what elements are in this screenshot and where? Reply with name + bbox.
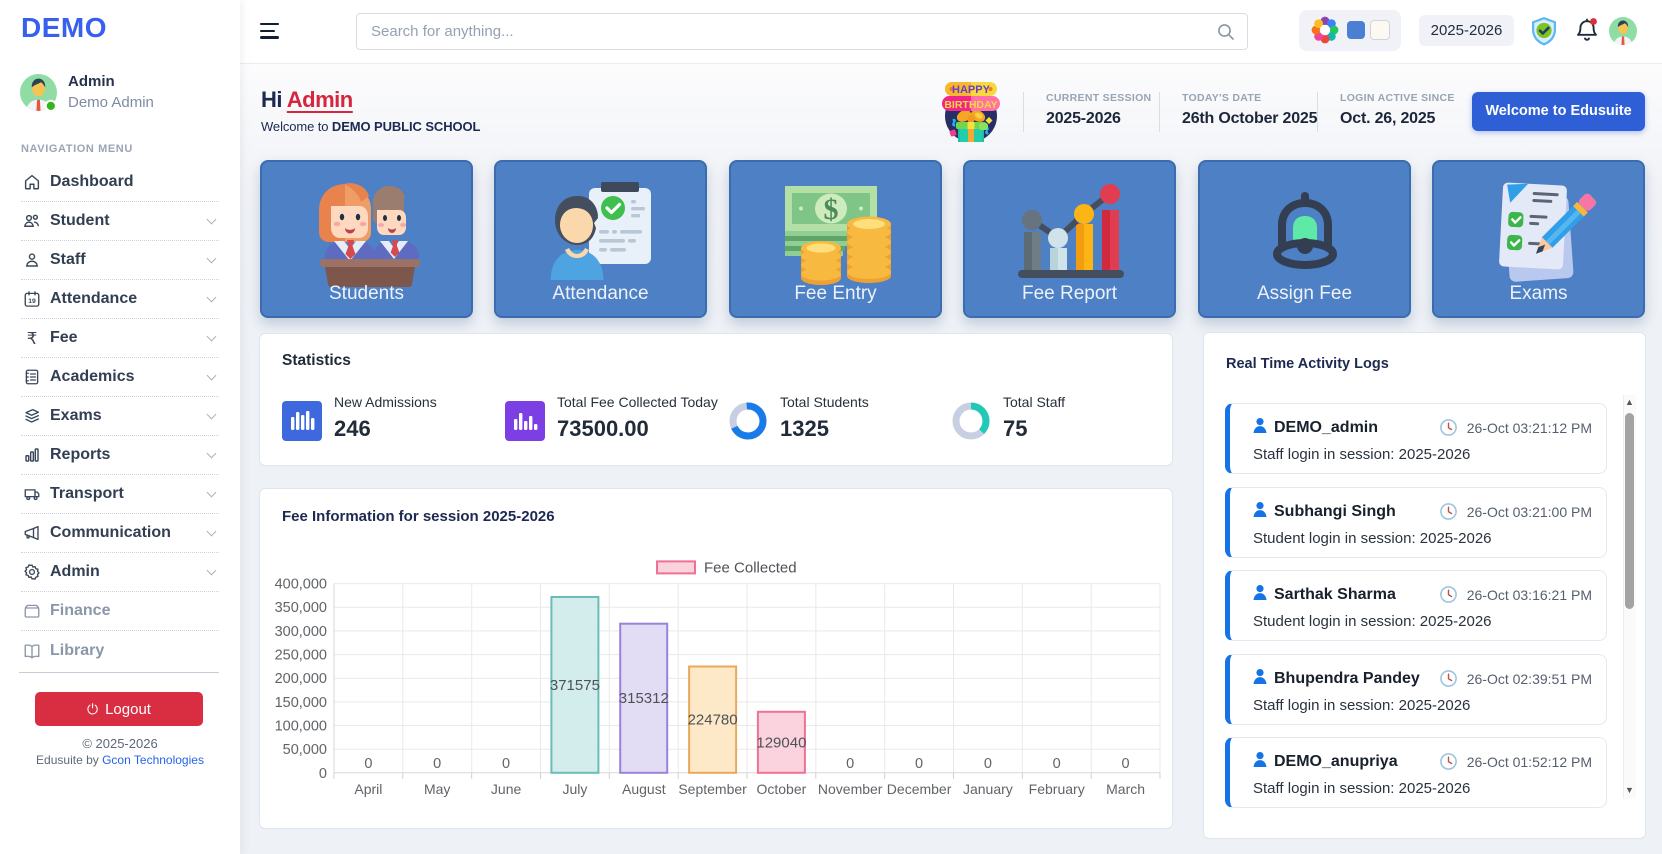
svg-text:March: March — [1106, 781, 1145, 797]
svg-text:May: May — [424, 781, 450, 797]
svg-text:315312: 315312 — [619, 690, 669, 707]
svg-text:0: 0 — [502, 756, 510, 772]
svg-text:Fee Collected: Fee Collected — [704, 560, 797, 577]
svg-text:July: July — [562, 781, 587, 797]
svg-text:December: December — [887, 781, 952, 797]
svg-text:400,000: 400,000 — [275, 577, 327, 593]
svg-text:350,000: 350,000 — [275, 600, 327, 616]
svg-text:February: February — [1029, 781, 1085, 797]
svg-text:November: November — [818, 781, 883, 797]
svg-text:0: 0 — [364, 756, 372, 772]
svg-text:0: 0 — [915, 756, 923, 772]
svg-text:150,000: 150,000 — [275, 695, 327, 711]
svg-text:August: August — [622, 781, 666, 797]
svg-text:BIRTHDAY: BIRTHDAY — [944, 99, 997, 111]
svg-text:200,000: 200,000 — [275, 671, 327, 687]
svg-text:0: 0 — [1122, 756, 1130, 772]
svg-text:300,000: 300,000 — [275, 624, 327, 640]
svg-text:June: June — [491, 781, 522, 797]
svg-text:October: October — [756, 781, 806, 797]
svg-text:129040: 129040 — [756, 734, 806, 751]
svg-text:0: 0 — [984, 756, 992, 772]
svg-text:224780: 224780 — [688, 712, 738, 729]
svg-text:0: 0 — [846, 756, 854, 772]
svg-text:April: April — [354, 781, 382, 797]
svg-text:371575: 371575 — [550, 677, 600, 694]
svg-text:50,000: 50,000 — [283, 742, 327, 758]
svg-text:0: 0 — [1053, 756, 1061, 772]
svg-text:250,000: 250,000 — [275, 648, 327, 664]
svg-text:September: September — [678, 781, 747, 797]
svg-text:January: January — [963, 781, 1013, 797]
svg-text:HAPPY: HAPPY — [952, 84, 991, 96]
svg-text:0: 0 — [433, 756, 441, 772]
svg-text:₹: ₹ — [27, 330, 38, 347]
svg-text:100,000: 100,000 — [275, 719, 327, 735]
svg-text:19: 19 — [28, 298, 36, 305]
svg-text:0: 0 — [319, 766, 327, 782]
svg-text:$: $ — [823, 193, 838, 226]
